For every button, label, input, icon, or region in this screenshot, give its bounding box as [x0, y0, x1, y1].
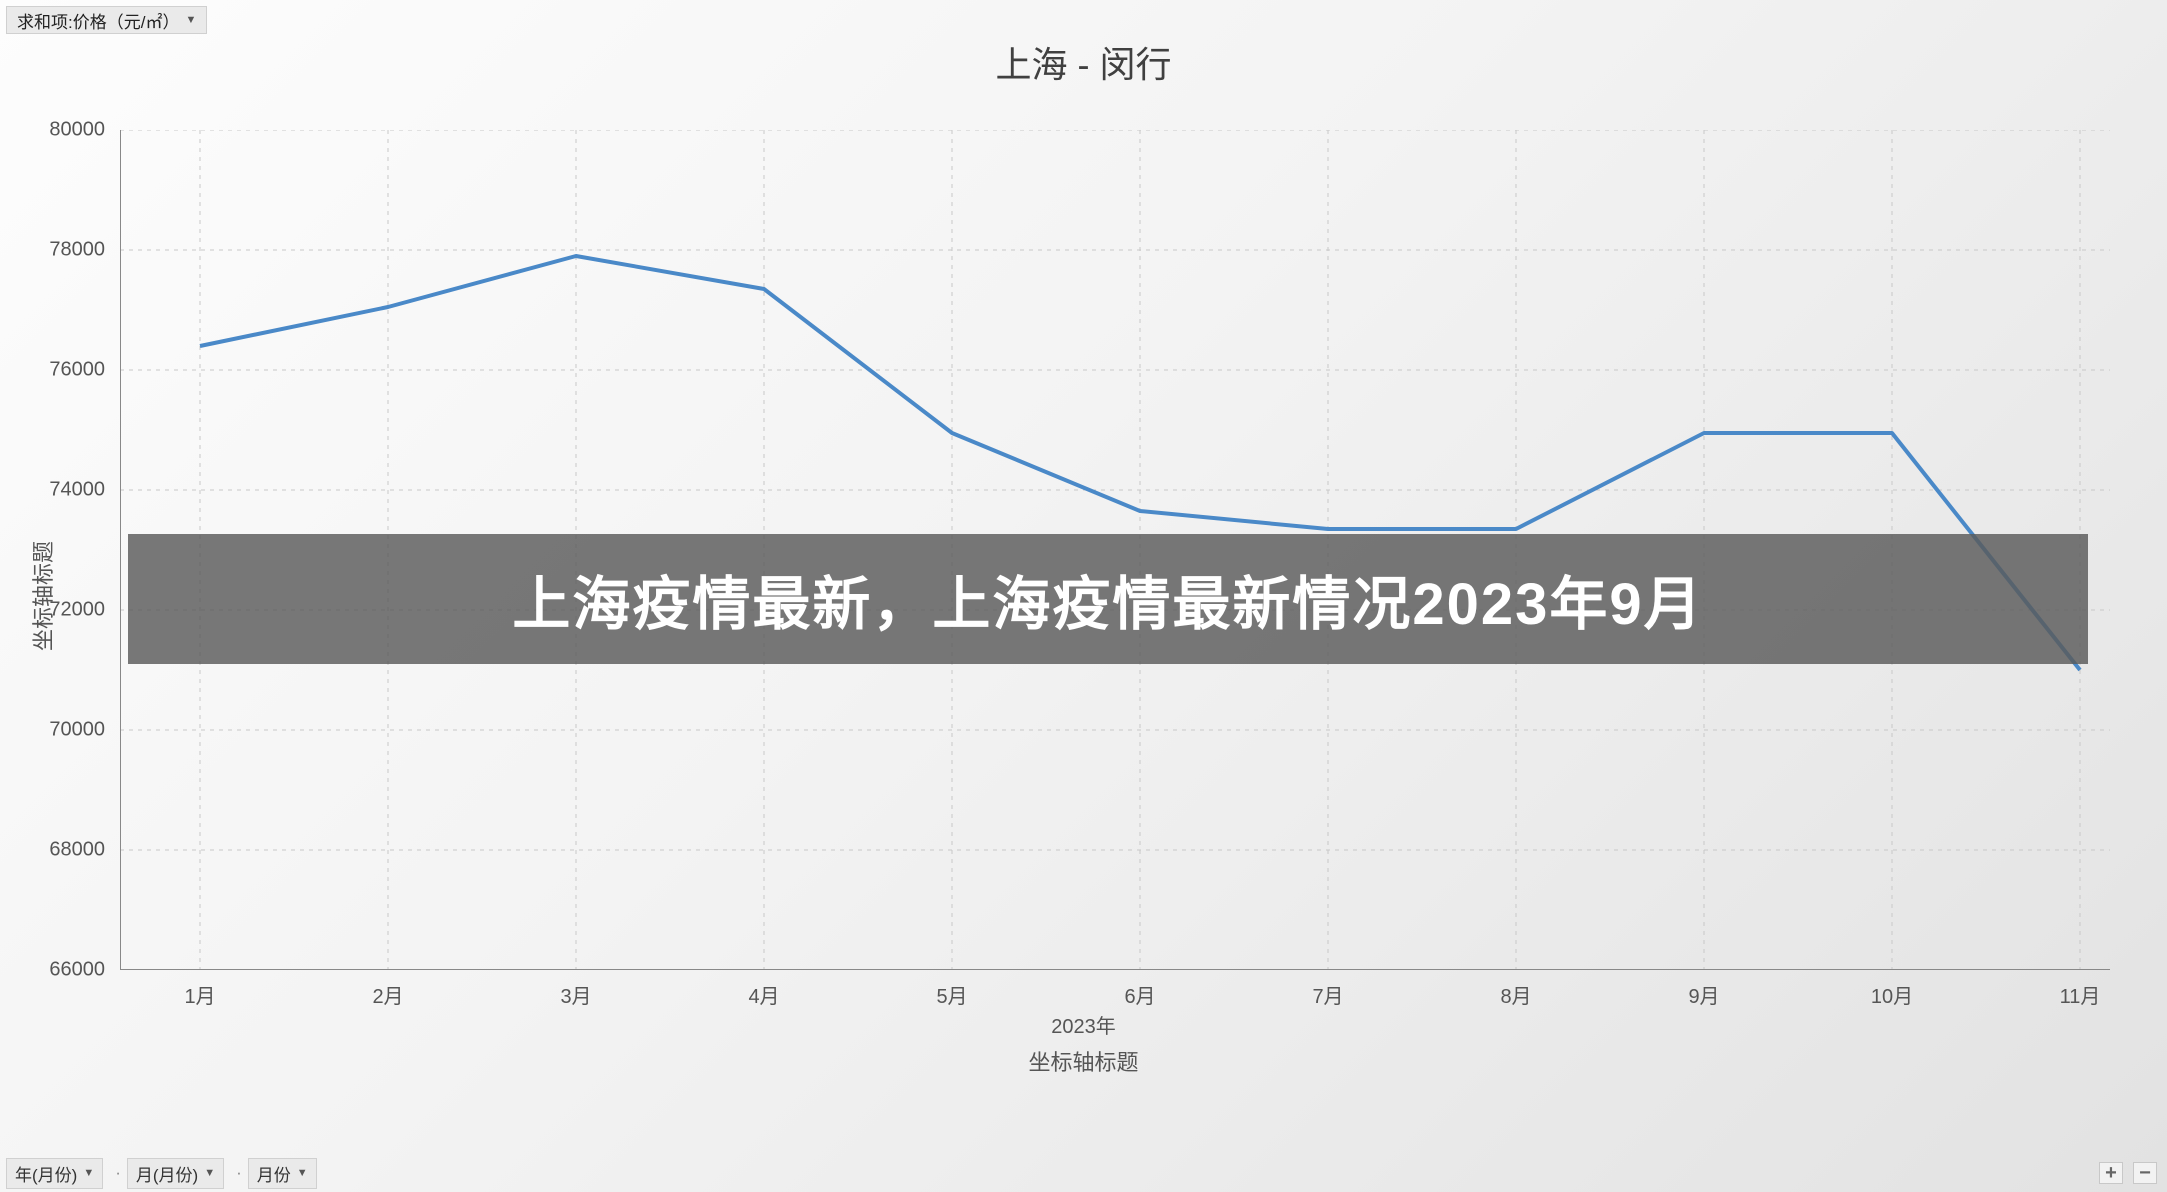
dimension-label: 月(月份) [136, 1161, 198, 1186]
chevron-down-icon: ▼ [185, 14, 196, 26]
dimension-pill[interactable]: 年(月份) ▼ [6, 1158, 103, 1189]
y-tick-label: 78000 [49, 239, 105, 262]
x-tick-label: 7月 [1312, 980, 1343, 1009]
zoom-in-button[interactable]: + [2099, 1162, 2123, 1184]
separator-dot: · [115, 1163, 121, 1183]
x-tick-label: 3月 [560, 980, 591, 1009]
field-label: 求和项:价格（元/㎡） [17, 8, 179, 33]
x-tick-label: 10月 [1871, 980, 1913, 1009]
x-tick-label: 1月 [184, 980, 215, 1009]
x-tick-label: 2月 [372, 980, 403, 1009]
y-tick-label: 72000 [49, 599, 105, 622]
y-axis-title: 坐标轴标题 [26, 541, 58, 651]
chart-title: 上海 - 闵行 [0, 36, 2167, 88]
x-axis-year: 2023年 [1051, 1010, 1116, 1039]
y-tick-label: 76000 [49, 359, 105, 382]
x-tick-label: 5月 [936, 980, 967, 1009]
y-tick-label: 74000 [49, 479, 105, 502]
x-tick-label: 4月 [748, 980, 779, 1009]
zoom-out-button[interactable]: − [2133, 1162, 2157, 1184]
dimension-label: 月份 [257, 1161, 291, 1186]
dimension-label: 年(月份) [15, 1161, 77, 1186]
field-dropdown[interactable]: 求和项:价格（元/㎡） ▼ [6, 6, 207, 34]
y-tick-label: 70000 [49, 719, 105, 742]
overlay-text: 上海疫情最新，上海疫情最新情况2023年9月 [512, 557, 1703, 641]
dimension-pill[interactable]: 月(月份) ▼ [127, 1158, 224, 1189]
y-tick-label: 80000 [49, 119, 105, 142]
dimension-pill[interactable]: 月份 ▼ [248, 1158, 317, 1189]
x-tick-label: 6月 [1124, 980, 1155, 1009]
x-tick-label: 9月 [1688, 980, 1719, 1009]
zoom-controls: + − [2099, 1162, 2157, 1184]
x-tick-label: 8月 [1500, 980, 1531, 1009]
overlay-banner: 上海疫情最新，上海疫情最新情况2023年9月 [128, 534, 2088, 664]
separator-dot: · [236, 1163, 242, 1183]
chevron-down-icon: ▼ [83, 1167, 94, 1179]
y-tick-label: 68000 [49, 839, 105, 862]
x-axis-title: 坐标轴标题 [1028, 1045, 1138, 1077]
y-tick-label: 66000 [49, 959, 105, 982]
x-tick-label: 11月 [2060, 980, 2101, 1009]
chevron-down-icon: ▼ [204, 1167, 215, 1179]
chevron-down-icon: ▼ [297, 1167, 308, 1179]
dimension-bar: 年(月份) ▼ · 月(月份) ▼ · 月份 ▼ [6, 1160, 323, 1186]
